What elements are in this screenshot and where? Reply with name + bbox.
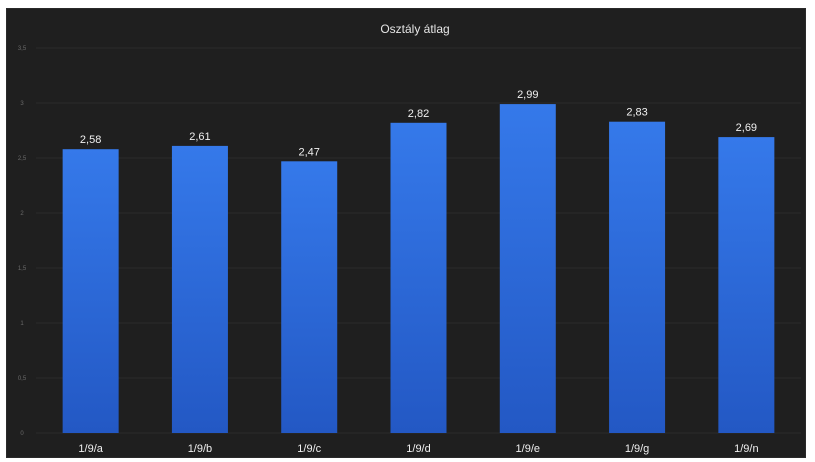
bar-chart: Osztály átlag 00,511,522,533,5 2,58 2,612… — [18, 22, 801, 455]
chart-panel: Osztály átlag 0 0,5 1 1,5 2 2,5 3 3,5 2,58 2,61 2… — [6, 8, 806, 458]
bar-value-label: 2,61 — [189, 131, 210, 143]
y-tick-label: 0 — [20, 431, 24, 437]
x-tick-label: 1/9/a — [78, 443, 103, 455]
y-tick-label: 0,5 — [18, 376, 27, 382]
x-tick-label: 1/9/n — [734, 443, 758, 455]
bar-value-label: 2,83 — [626, 107, 647, 119]
bars-group — [62, 104, 775, 434]
bar-1-9-n — [718, 137, 775, 433]
y-tick-label: 3,5 — [18, 46, 27, 52]
y-tick-label: 1,5 — [18, 266, 27, 272]
value-labels-group: 2,58 2,61 2,47 2,82 2,99 2,83 2,69 — [80, 89, 757, 158]
bar-1-9-e — [499, 104, 556, 433]
y-tick-label: 3 — [20, 101, 24, 107]
bar-value-label: 2,69 — [736, 122, 757, 134]
x-tick-label: 1/9/b — [188, 443, 212, 455]
bar-value-label: 2,82 — [408, 108, 429, 120]
x-tick-label: 1/9/c — [297, 443, 321, 455]
chart-title: Osztály átlag — [380, 22, 449, 36]
bar-1-9-c — [281, 161, 338, 434]
x-tick-label: 1/9/g — [625, 443, 649, 455]
y-tick-label: 1 — [20, 321, 24, 327]
bar-1-9-a — [62, 149, 119, 433]
bar-value-label: 2,99 — [517, 89, 538, 101]
x-tick-label: 1/9/e — [516, 443, 540, 455]
bar-1-9-d — [390, 122, 447, 434]
x-tick-label: 1/9/d — [406, 443, 430, 455]
x-axis: 1/9/a 1/9/b 1/9/c 1/9/d 1/9/e 1/9/g 1/9/n — [78, 443, 758, 455]
bar-1-9-g — [609, 121, 666, 433]
bar-value-label: 2,58 — [80, 134, 101, 146]
bar-value-label: 2,47 — [299, 146, 320, 158]
y-tick-label: 2,5 — [18, 156, 27, 162]
y-tick-label: 2 — [20, 211, 24, 217]
bar-1-9-b — [171, 145, 228, 433]
